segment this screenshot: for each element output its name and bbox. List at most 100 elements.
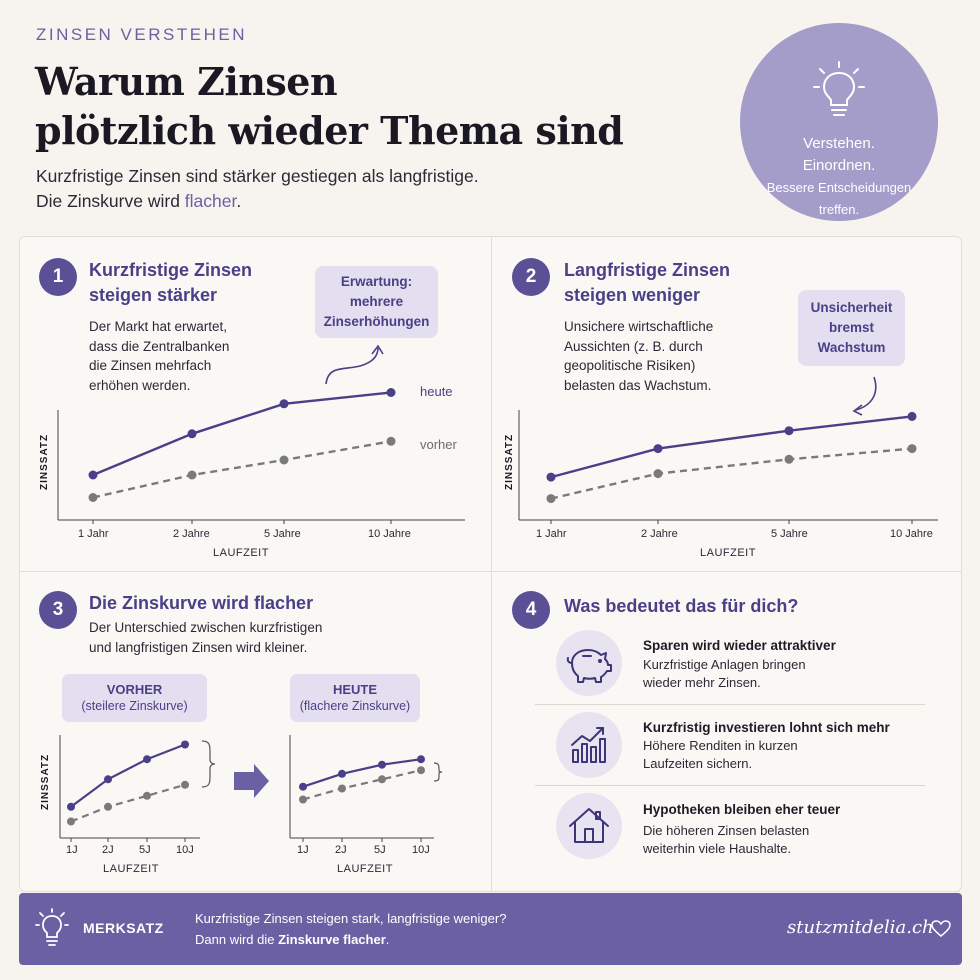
- panel2-tick-1: 1 Jahr: [536, 528, 567, 540]
- merksatz-footer: MERKSATZ Kurzfristige Zinsen steigen sta…: [19, 893, 962, 965]
- panel1-title-line-2: steigen stärker: [89, 285, 218, 305]
- data-point-before: [67, 817, 75, 826]
- merksatz-line-2-suffix: .: [385, 932, 390, 947]
- piggy-bank-icon: [566, 649, 612, 683]
- house-icon: [569, 808, 609, 843]
- panel1-text-line-2: dass die Zentralbanken: [89, 338, 230, 354]
- panel1-text-line-1: Der Markt hat erwartet,: [89, 319, 228, 334]
- bar-chart-growth-icon-circle: [556, 712, 622, 778]
- panel2-xlabel: LAUFZEIT: [700, 547, 756, 559]
- panel3-before-tick-4: 10J: [176, 844, 194, 856]
- item-2-text: Höhere Renditen in kurzen Laufzeiten sic…: [643, 737, 798, 772]
- series-line-before: [302, 769, 422, 801]
- item-3-title: Hypotheken bleiben eher teuer: [643, 802, 841, 817]
- item-separator: [535, 704, 925, 705]
- subtitle-suffix: .: [236, 191, 242, 211]
- panel3-ylabel: ZINSSATZ: [40, 753, 51, 810]
- data-point-today: [417, 755, 425, 764]
- before-gap-brace: [201, 740, 216, 788]
- panel1-text-line-3: die Zinsen mehrfach: [89, 358, 212, 373]
- data-point-before: [299, 795, 307, 804]
- item-2-line-1: Höhere Renditen in kurzen: [643, 738, 798, 753]
- data-point-before: [653, 469, 663, 479]
- merksatz-label: MERKSATZ: [83, 920, 164, 936]
- brand-name: stutzmitdelia.ch: [787, 917, 934, 938]
- item-3-line-2: weiterhin viele Haushalte.: [643, 840, 792, 856]
- panel2-text-line-4: belasten das Wachstum.: [564, 377, 712, 393]
- panel3-number: 3: [39, 591, 77, 629]
- panel2-title-line-1: Langfristige Zinsen: [564, 260, 731, 280]
- data-point-today: [88, 470, 98, 480]
- panel3-text: Der Unterschied zwischen kurzfristigen u…: [89, 618, 322, 657]
- item-3-line-1: Die höheren Zinsen belasten: [643, 823, 810, 838]
- panel3-title: Die Zinskurve wird flacher: [89, 593, 314, 613]
- data-point-before: [907, 444, 917, 454]
- after-gap-brace: [433, 762, 443, 782]
- data-point-today: [143, 755, 151, 764]
- data-point-today: [546, 472, 556, 482]
- panel3-before-xlabel: LAUFZEIT: [103, 863, 159, 875]
- data-point-today: [67, 802, 75, 811]
- data-point-before: [338, 784, 346, 793]
- merksatz-line-1: Kurzfristige Zinsen steigen stark, langf…: [195, 911, 507, 926]
- eyebrow: ZINSEN VERSTEHEN: [36, 25, 247, 44]
- panel1-series-before-label: vorher: [420, 437, 457, 452]
- panel1-tick-3: 5 Jahre: [264, 528, 301, 540]
- item-separator: [535, 785, 925, 786]
- panel3-after-tag: HEUTE (flachere Zinskurve): [290, 674, 420, 722]
- title-line-1: Warum Zinsen: [35, 59, 338, 104]
- data-point-before: [417, 766, 425, 775]
- panel3-after-xlabel: LAUFZEIT: [337, 863, 393, 875]
- arrow-right-icon: [234, 764, 269, 798]
- panel1-callout-line-1: Erwartung:: [340, 274, 413, 289]
- data-point-today: [187, 429, 197, 439]
- series-line-today: [302, 758, 422, 788]
- subtitle-prefix: Die Zinskurve wird: [36, 191, 185, 211]
- panel1-xlabel: LAUFZEIT: [213, 547, 269, 559]
- data-point-before: [279, 455, 289, 465]
- data-point-today: [338, 769, 346, 778]
- series-line-before: [92, 440, 392, 499]
- data-point-today: [181, 740, 189, 749]
- item-1-title: Sparen wird wieder attraktiver: [643, 638, 836, 653]
- panel2-callout: Unsicherheit bremst Wachstum: [798, 290, 905, 366]
- series-line-today: [92, 391, 392, 477]
- lightbulb-icon: [813, 61, 865, 116]
- subtitle-line-2: Die Zinskurve wird flacher.: [36, 189, 479, 214]
- item-1-line-2: wieder mehr Zinsen.: [643, 674, 761, 690]
- panel2-title-line-2: steigen weniger: [564, 285, 701, 305]
- panel2-text: Unsichere wirtschaftliche Aussichten (z.…: [564, 317, 713, 395]
- data-point-today: [104, 775, 112, 784]
- merksatz-line-2-bold: Zinskurve flacher: [278, 932, 386, 947]
- panel1-number: 1: [39, 258, 77, 296]
- panel2-callout-line-1: Unsicherheit: [810, 300, 893, 315]
- panel4-number: 4: [512, 591, 550, 629]
- series-line-today: [550, 415, 913, 479]
- panel1-callout-line-2: mehrere: [349, 294, 404, 309]
- data-point-today: [386, 388, 396, 397]
- heart-icon: [931, 920, 951, 937]
- subtitle-line-1: Kurzfristige Zinsen sind stärker gestieg…: [36, 166, 479, 186]
- panel3-text-line-1: Der Unterschied zwischen kurzfristigen: [89, 620, 323, 635]
- panel3-after-title: HEUTE: [332, 682, 378, 697]
- item-3-text: Die höheren Zinsen belasten weiterhin vi…: [643, 822, 809, 857]
- panel2-text-line-3: geopolitische Risiken): [564, 358, 696, 373]
- panel4-title: Was bedeutet das für dich?: [564, 596, 799, 616]
- data-point-today: [784, 426, 794, 436]
- series-line-today: [70, 743, 186, 808]
- panel2-tick-2: 2 Jahre: [641, 528, 678, 540]
- panel2-text-line-1: Unsichere wirtschaftliche: [564, 319, 714, 334]
- series-line-before: [70, 783, 186, 823]
- panel1-text: Der Markt hat erwartet, dass die Zentral…: [89, 317, 229, 395]
- data-point-before: [386, 436, 396, 446]
- series-line-before: [550, 447, 913, 500]
- badge-main: Verstehen. Einordnen.: [740, 133, 938, 177]
- data-point-before: [784, 454, 794, 464]
- piggy-bank-icon-circle: [556, 630, 622, 696]
